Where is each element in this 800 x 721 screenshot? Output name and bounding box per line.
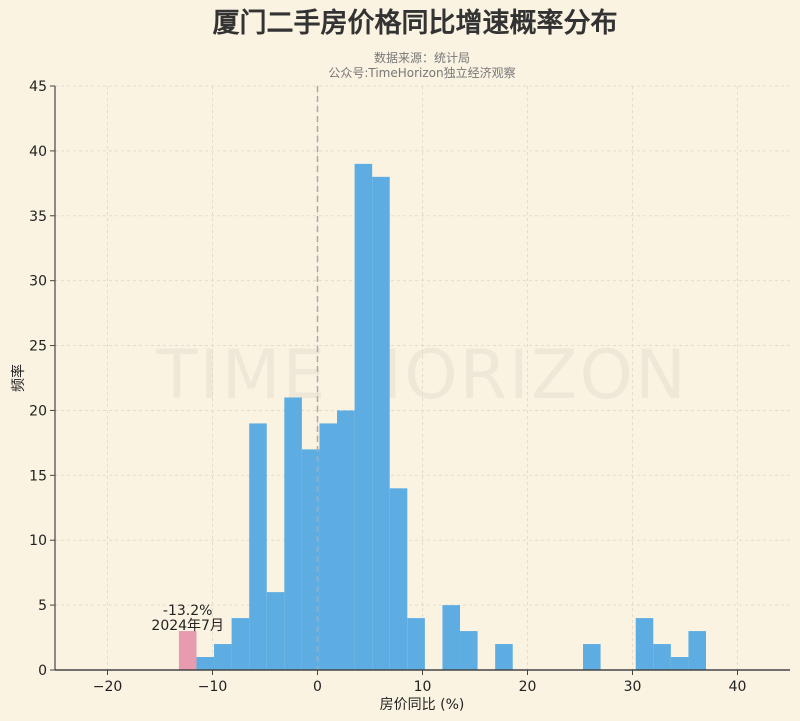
annotation-date: 2024年7月 (151, 618, 224, 634)
histogram-bar (460, 631, 478, 670)
x-tick-label: −10 (198, 679, 228, 695)
histogram-bar (583, 644, 601, 670)
y-tick-label: 30 (29, 274, 47, 290)
histogram-bar (231, 618, 250, 670)
histogram-bar (319, 423, 338, 670)
histogram-bar (284, 397, 302, 670)
histogram-bar (653, 644, 671, 670)
histogram-bar (635, 618, 654, 670)
y-tick-label: 20 (29, 403, 47, 419)
annotation-value: -13.2% (163, 603, 213, 619)
histogram-bar (266, 592, 285, 670)
histogram-bar (354, 163, 373, 670)
histogram-bar (372, 176, 390, 670)
x-tick-label: 40 (729, 679, 747, 695)
x-tick-label: 20 (519, 679, 537, 695)
chart-subtitle-account: 公众号:TimeHorizon独立经济观察 (328, 65, 515, 80)
x-tick-label: 30 (624, 679, 642, 695)
chart-title: 厦门二手房价格同比增速概率分布 (213, 7, 618, 39)
histogram-bar (407, 618, 425, 670)
y-tick-label: 45 (29, 79, 47, 95)
y-tick-label: 40 (29, 144, 47, 160)
y-tick-label: 35 (29, 209, 47, 225)
histogram-bar (214, 644, 232, 670)
x-tick-label: 0 (313, 679, 322, 695)
histogram-bar (688, 631, 706, 670)
histogram-bar (196, 657, 215, 670)
x-tick-label: −20 (93, 679, 123, 695)
histogram-bar-highlight (178, 631, 197, 670)
histogram-bar (389, 488, 408, 670)
y-axis-label: 频率 (10, 364, 27, 392)
y-tick-label: 0 (38, 663, 47, 679)
histogram-bar (249, 423, 267, 670)
histogram-bar (301, 449, 320, 670)
x-tick-label: 10 (414, 679, 432, 695)
y-tick-label: 15 (29, 468, 47, 484)
histogram-bar (337, 410, 355, 670)
x-axis-label: 房价同比 (%) (380, 697, 465, 713)
watermark: TIME HORIZON (155, 336, 688, 415)
y-tick-label: 25 (29, 339, 47, 355)
y-tick-label: 10 (29, 533, 47, 549)
y-tick-label: 5 (38, 598, 47, 614)
histogram-bar (495, 644, 513, 670)
histogram-bar (670, 657, 689, 670)
histogram-bar (442, 605, 461, 670)
chart-subtitle-source: 数据来源：统计局 (374, 50, 470, 65)
